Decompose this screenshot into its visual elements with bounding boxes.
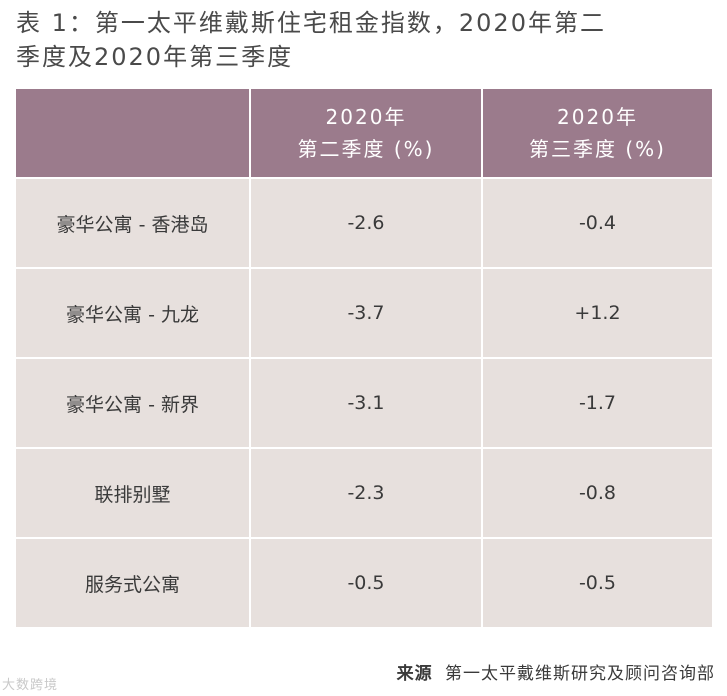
watermark: 大数跨境	[2, 674, 58, 693]
source-note: 来源 第一太平戴维斯研究及顾问咨询部	[397, 659, 715, 684]
table-row: 服务式公寓 -0.5 -0.5	[16, 539, 712, 627]
header-q2-year: 2020年	[325, 105, 407, 129]
row-q2-value: -2.3	[249, 449, 481, 539]
row-label: 豪华公寓 - 香港岛	[16, 179, 249, 269]
table-header-row: 2020年 第二季度 (%) 2020年 第三季度 (%)	[16, 89, 712, 179]
header-empty-cell	[16, 89, 249, 179]
row-label: 豪华公寓 - 九龙	[16, 269, 249, 359]
source-label: 来源	[396, 664, 433, 684]
header-q3-label: 第三季度 (%)	[529, 137, 666, 161]
header-q3: 2020年 第三季度 (%)	[481, 89, 712, 179]
row-q2-value: -0.5	[249, 539, 481, 627]
page-title: 表 1：第一太平维戴斯住宅租金指数，2020年第二 季度及2020年第三季度	[16, 6, 716, 74]
row-q3-value: -1.7	[481, 359, 712, 449]
watermark-text: 大数跨境	[2, 678, 59, 693]
title-line-1: 表 1：第一太平维戴斯住宅租金指数，2020年第二	[16, 9, 606, 37]
table-row: 豪华公寓 - 九龙 -3.7 +1.2	[16, 269, 712, 359]
header-q2-label: 第二季度 (%)	[297, 137, 435, 161]
rent-index-table: 2020年 第二季度 (%) 2020年 第三季度 (%) 豪华公寓 - 香港岛…	[16, 89, 712, 627]
header-q3-year: 2020年	[557, 105, 638, 129]
row-q2-value: -2.6	[249, 179, 481, 269]
table-row: 豪华公寓 - 新界 -3.1 -1.7	[16, 359, 712, 449]
table-row: 豪华公寓 - 香港岛 -2.6 -0.4	[16, 179, 712, 269]
row-q3-value: +1.2	[481, 269, 712, 359]
title-line-2: 季度及2020年第三季度	[16, 43, 294, 71]
row-q2-value: -3.1	[249, 359, 481, 449]
row-q3-value: -0.5	[481, 539, 712, 627]
row-q3-value: -0.4	[481, 179, 712, 269]
row-q2-value: -3.7	[249, 269, 481, 359]
row-label: 联排别墅	[16, 449, 249, 539]
header-q2: 2020年 第二季度 (%)	[249, 89, 481, 179]
table-row: 联排别墅 -2.3 -0.8	[16, 449, 712, 539]
source-text: 第一太平戴维斯研究及顾问咨询部	[445, 664, 715, 684]
row-q3-value: -0.8	[481, 449, 712, 539]
row-label: 服务式公寓	[84, 573, 180, 596]
row-label: 豪华公寓 - 新界	[16, 359, 249, 449]
